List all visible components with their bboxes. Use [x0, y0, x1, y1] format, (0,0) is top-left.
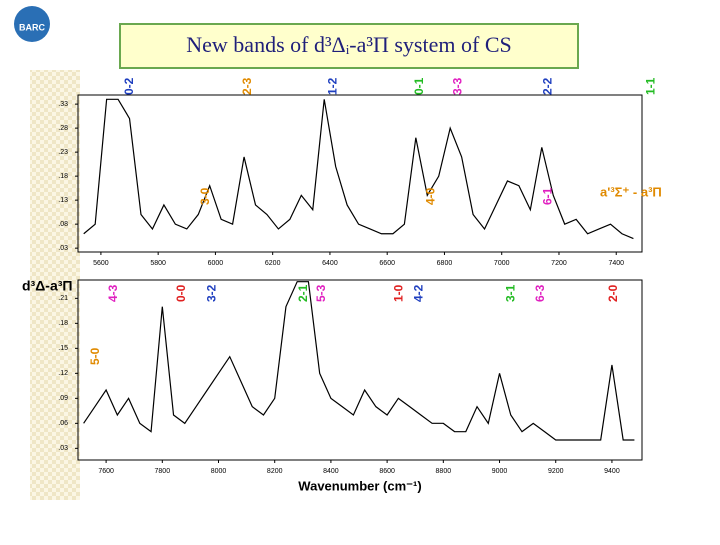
y-tick-label: .18 — [58, 173, 68, 180]
system-label: d³Δ-a³Π — [22, 278, 73, 294]
x-tick-label: 6800 — [437, 260, 453, 267]
x-tick-label: 9000 — [492, 468, 508, 475]
band-label: 3-3 — [450, 77, 464, 95]
band-label: 4-0 — [423, 187, 437, 205]
band-label: 4-2 — [412, 284, 426, 302]
y-tick-label: .03 — [58, 445, 68, 452]
plot-frame — [77, 94, 643, 253]
x-tick-label: 7800 — [155, 468, 171, 475]
band-label: 3-0 — [198, 187, 212, 205]
x-tick-label: 6600 — [379, 260, 395, 267]
band-label: 3-2 — [204, 284, 218, 302]
plot-frame — [77, 279, 643, 461]
x-tick-label: 9400 — [604, 468, 620, 475]
y-tick-label: .13 — [58, 197, 68, 204]
band-label: 5-0 — [88, 347, 102, 365]
y-tick-label: .18 — [58, 320, 68, 327]
x-tick-label: 5800 — [150, 260, 166, 267]
x-axis-label: Wavenumber (cm⁻¹) — [298, 478, 421, 493]
band-label: 2-0 — [606, 284, 620, 302]
band-label: 6-3 — [533, 284, 547, 302]
x-tick-label: 7600 — [98, 468, 114, 475]
band-label: 2-1 — [296, 284, 310, 302]
band-label: 1-0 — [392, 284, 406, 302]
band-label: 2-3 — [240, 77, 254, 95]
decor-strip — [30, 70, 80, 500]
y-tick-label: .28 — [58, 125, 68, 132]
x-tick-label: 6400 — [322, 260, 338, 267]
x-tick-label: 5600 — [93, 260, 109, 267]
y-tick-label: .03 — [58, 245, 68, 252]
band-label: 1-2 — [325, 77, 339, 95]
band-label: 6-1 — [540, 187, 554, 205]
y-tick-label: .21 — [58, 295, 68, 302]
band-label: 4-3 — [106, 284, 120, 302]
x-tick-label: 8000 — [211, 468, 227, 475]
title: New bands of d³Δᵢ-a³Π system of CS — [186, 32, 511, 57]
x-tick-label: 8600 — [379, 468, 395, 475]
x-tick-label: 7200 — [551, 260, 567, 267]
x-tick-label: 8400 — [323, 468, 339, 475]
band-label: 0-2 — [122, 77, 136, 95]
system-label: a'³Σ⁺ - a³Π — [600, 184, 662, 199]
band-label: 3-1 — [504, 284, 518, 302]
y-tick-label: .09 — [58, 395, 68, 402]
x-tick-label: 7400 — [608, 260, 624, 267]
x-tick-label: 7000 — [494, 260, 510, 267]
band-label: 1-1 — [643, 77, 657, 95]
band-label: 2-2 — [540, 77, 554, 95]
y-tick-label: .23 — [58, 149, 68, 156]
y-tick-label: .12 — [58, 370, 68, 377]
y-tick-label: .15 — [58, 345, 68, 352]
y-tick-label: .33 — [58, 101, 68, 108]
y-tick-label: .08 — [58, 221, 68, 228]
band-label: 5-3 — [314, 284, 328, 302]
x-tick-label: 9200 — [548, 468, 564, 475]
y-tick-label: .06 — [58, 420, 68, 427]
band-label: 0-1 — [412, 77, 426, 95]
logo-text: BARC — [19, 22, 45, 32]
x-tick-label: 6200 — [265, 260, 281, 267]
x-tick-label: 8800 — [436, 468, 452, 475]
x-tick-label: 6000 — [208, 260, 224, 267]
logo — [14, 6, 50, 42]
title-box — [119, 23, 579, 69]
spectrum-line — [83, 281, 635, 441]
band-label: 0-0 — [174, 284, 188, 302]
x-tick-label: 8200 — [267, 468, 283, 475]
spectrum-line — [83, 98, 634, 240]
